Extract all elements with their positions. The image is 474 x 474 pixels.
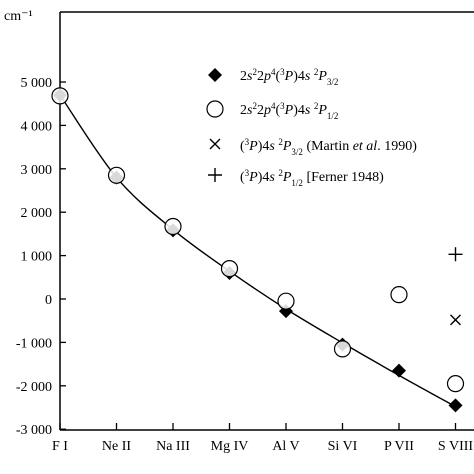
x-tick-label: Al V	[272, 439, 299, 454]
y-axis-unit-label: cm⁻¹	[4, 9, 33, 24]
legend-diamond-marker	[208, 68, 222, 82]
legend-entry-diamond: 2s22p4(3P)4s 2P3/2	[208, 67, 338, 87]
x-tick-label: P VII	[384, 439, 414, 454]
y-axis-ticks: 5 000 4 000 3 000 2 000 1 000 0 -1 000 -2 000 -3…	[16, 76, 66, 438]
y-tick-label: 2 000	[21, 206, 53, 221]
data-point-plus	[448, 247, 463, 262]
data-marks	[51, 87, 465, 413]
data-point-circle	[446, 375, 465, 393]
x-tick-label: F I	[52, 439, 68, 454]
legend: 2s22p4(3P)4s 2P3/2 2s22p4(3P)4s 2P1/2 (3…	[206, 67, 417, 188]
data-point-diamond	[448, 398, 463, 413]
y-tick-label: 3 000	[21, 163, 53, 178]
data-point-circle	[390, 286, 408, 304]
data-point-circle	[107, 166, 126, 184]
legend-entry-cross: (3P)4s 2P3/2 (Martin et al. 1990)	[209, 137, 417, 157]
x-axis-ticks: F I Ne II Na III Mg IV Al V Si VI P VII S VIII	[52, 423, 473, 454]
data-point-circle	[51, 87, 69, 105]
y-tick-label: -2 000	[16, 380, 52, 395]
x-tick-label: Si VI	[328, 439, 358, 454]
legend-label-2p32: 2s22p4(3P)4s 2P3/2	[240, 67, 338, 87]
y-tick-label: 1 000	[21, 250, 53, 265]
y-tick-label: 4 000	[21, 119, 53, 134]
data-point-cross	[450, 314, 461, 326]
legend-label-2p12: 2s22p4(3P)4s 2P1/2	[240, 101, 338, 121]
y-tick-label: 0	[45, 293, 52, 308]
data-point-diamond	[392, 363, 406, 378]
x-tick-label: S VIII	[438, 439, 473, 454]
y-tick-label: -3 000	[16, 423, 52, 438]
legend-circle-marker	[206, 100, 224, 118]
legend-cross-marker	[209, 138, 221, 150]
legend-entry-circle: 2s22p4(3P)4s 2P1/2	[206, 100, 338, 121]
y-tick-label: -1 000	[16, 336, 52, 351]
x-tick-label: Ne II	[102, 439, 131, 454]
x-tick-label: Mg IV	[211, 439, 249, 454]
data-point-circle	[164, 217, 182, 236]
data-point-circle	[333, 340, 352, 358]
x-tick-label: Na III	[156, 439, 190, 454]
data-point-circle	[220, 260, 239, 278]
legend-entry-plus: (3P)4s 2P1/2 [Ferner 1948)	[208, 168, 384, 188]
legend-plus-marker	[208, 168, 222, 182]
legend-label-martin: (3P)4s 2P3/2 (Martin et al. 1990)	[240, 137, 417, 157]
legend-label-ferner: (3P)4s 2P1/2 [Ferner 1948)	[240, 168, 384, 188]
data-point-circle	[277, 292, 295, 310]
y-tick-label: 5 000	[21, 76, 53, 91]
